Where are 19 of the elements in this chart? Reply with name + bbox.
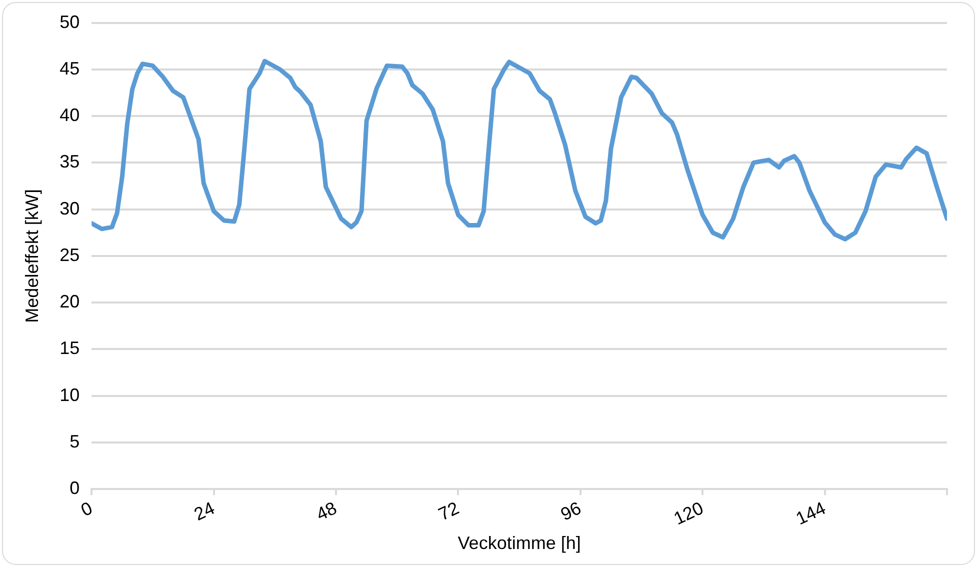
y-tick-label: 5 <box>70 431 80 452</box>
y-tick-label: 35 <box>60 152 80 172</box>
x-tick-label: 72 <box>435 498 462 525</box>
x-tick-label: 144 <box>792 498 829 529</box>
x-tick-label: 120 <box>670 498 706 529</box>
y-tick-label: 25 <box>60 244 80 265</box>
y-axis-title: Medeleffekt [kW] <box>22 189 42 323</box>
y-tick-label: 50 <box>60 12 80 32</box>
x-axis-title: Veckotimme [h] <box>458 533 581 554</box>
y-tick-label: 0 <box>70 478 80 498</box>
y-tick-label: 15 <box>60 338 80 358</box>
x-tick-label: 96 <box>558 498 584 525</box>
y-tick-label: 40 <box>60 105 80 126</box>
x-tick-label: 48 <box>313 498 340 525</box>
y-tick-label: 10 <box>60 384 80 405</box>
y-tick-label: 30 <box>60 198 80 218</box>
y-tick-label: 45 <box>60 58 80 78</box>
x-tick-label: 24 <box>191 498 218 525</box>
y-tick-label: 20 <box>60 292 80 312</box>
